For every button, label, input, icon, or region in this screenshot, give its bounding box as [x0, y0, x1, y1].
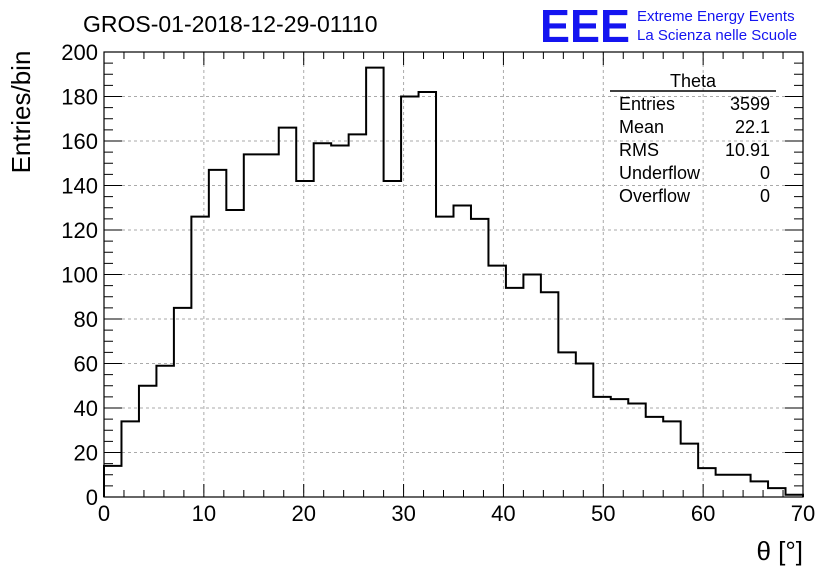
histogram-bin	[593, 397, 610, 497]
histogram-bin	[104, 466, 121, 497]
y-tick-label: 0	[86, 485, 98, 510]
histogram-bin	[698, 468, 715, 497]
histogram-bin	[296, 181, 313, 497]
x-tick-label: 30	[391, 501, 415, 526]
stats-label: Overflow	[619, 186, 691, 206]
histogram-bin	[751, 481, 768, 497]
histogram-bin	[226, 210, 243, 497]
histogram-bin	[663, 421, 680, 497]
chart-title: GROS-01-2018-12-29-01110	[83, 11, 378, 37]
x-tick-label: 60	[691, 501, 715, 526]
histogram-bin	[611, 399, 628, 497]
stats-box: Theta Entries 3599 Mean 22.1 RMS 10.91 Underfl…	[610, 71, 776, 206]
x-tick-label: 50	[591, 501, 615, 526]
y-tick-label: 180	[61, 85, 98, 110]
y-tick-label: 200	[61, 40, 98, 65]
histogram-bin	[471, 219, 488, 497]
y-tick-label: 140	[61, 174, 98, 199]
histogram-bin	[716, 475, 733, 497]
x-tick-label: 10	[192, 501, 216, 526]
stats-value: 3599	[730, 94, 770, 114]
stats-title: Theta	[670, 71, 717, 91]
logo-line-2: La Scienza nelle Scuole	[637, 27, 797, 44]
histogram-bin	[156, 366, 173, 497]
stats-label: Mean	[619, 117, 664, 137]
histogram-bin	[454, 206, 471, 497]
y-axis-title: Entries/bin	[6, 51, 36, 174]
x-axis-title: θ [°]	[756, 536, 803, 566]
y-tick-label: 40	[74, 396, 98, 421]
histogram-bin	[401, 97, 418, 498]
histogram-bin	[558, 352, 575, 497]
y-tick-label: 20	[74, 441, 98, 466]
tick-labels: 0 10 20 30 40 50 60 70 0 20 40 60 80 100 120 140 160 180 2…	[61, 40, 815, 526]
histogram-bin	[646, 417, 663, 497]
stats-value: 0	[760, 186, 770, 206]
histogram-bin	[681, 444, 698, 497]
histogram-bin	[261, 154, 278, 497]
histogram-bin	[488, 266, 505, 497]
histogram-bin	[436, 217, 453, 497]
histogram-bin	[244, 154, 261, 497]
stats-value: 22.1	[735, 117, 770, 137]
y-tick-label: 60	[74, 352, 98, 377]
histogram-bin	[419, 92, 436, 497]
grid	[104, 52, 803, 497]
histogram-bin	[331, 145, 348, 497]
histogram-bin	[384, 181, 401, 497]
logo-line-1: Extreme Energy Events	[637, 8, 795, 25]
histogram-bin	[733, 475, 750, 497]
histogram-bin	[279, 128, 296, 497]
stats-value: 0	[760, 163, 770, 183]
histogram-outline	[103, 66, 804, 497]
histogram	[103, 66, 804, 498]
histogram-bin	[576, 364, 593, 498]
y-tick-label: 120	[61, 218, 98, 243]
stats-label: Underflow	[619, 163, 701, 183]
logo-mark: EEE	[540, 0, 630, 52]
ticks	[103, 51, 804, 498]
histogram-bin	[174, 308, 191, 497]
y-tick-label: 100	[61, 263, 98, 288]
histogram-bin	[523, 275, 540, 498]
histogram-bin	[541, 292, 558, 497]
stats-value: 10.91	[725, 140, 770, 160]
x-tick-label: 40	[491, 501, 515, 526]
histogram-bin	[314, 143, 331, 497]
x-tick-label: 0	[98, 501, 110, 526]
stats-label: RMS	[619, 140, 659, 160]
x-tick-label: 70	[791, 501, 815, 526]
x-tick-label: 20	[291, 501, 315, 526]
eee-logo: EEE Extreme Energy Events La Scienza nel…	[540, 0, 797, 52]
histogram-bin	[366, 68, 383, 497]
y-tick-label: 160	[61, 129, 98, 154]
histogram-bin	[349, 134, 366, 497]
stats-rows: Entries 3599 Mean 22.1 RMS 10.91 Underflow 0 Ove…	[619, 94, 770, 206]
histogram-bin	[628, 404, 645, 497]
histogram-bin	[506, 288, 523, 497]
stats-label: Entries	[619, 94, 675, 114]
histogram-bin	[121, 421, 138, 497]
histogram-bin	[139, 386, 156, 497]
histogram-bin	[191, 217, 208, 497]
histogram-bin	[209, 170, 226, 497]
y-tick-label: 80	[74, 307, 98, 332]
